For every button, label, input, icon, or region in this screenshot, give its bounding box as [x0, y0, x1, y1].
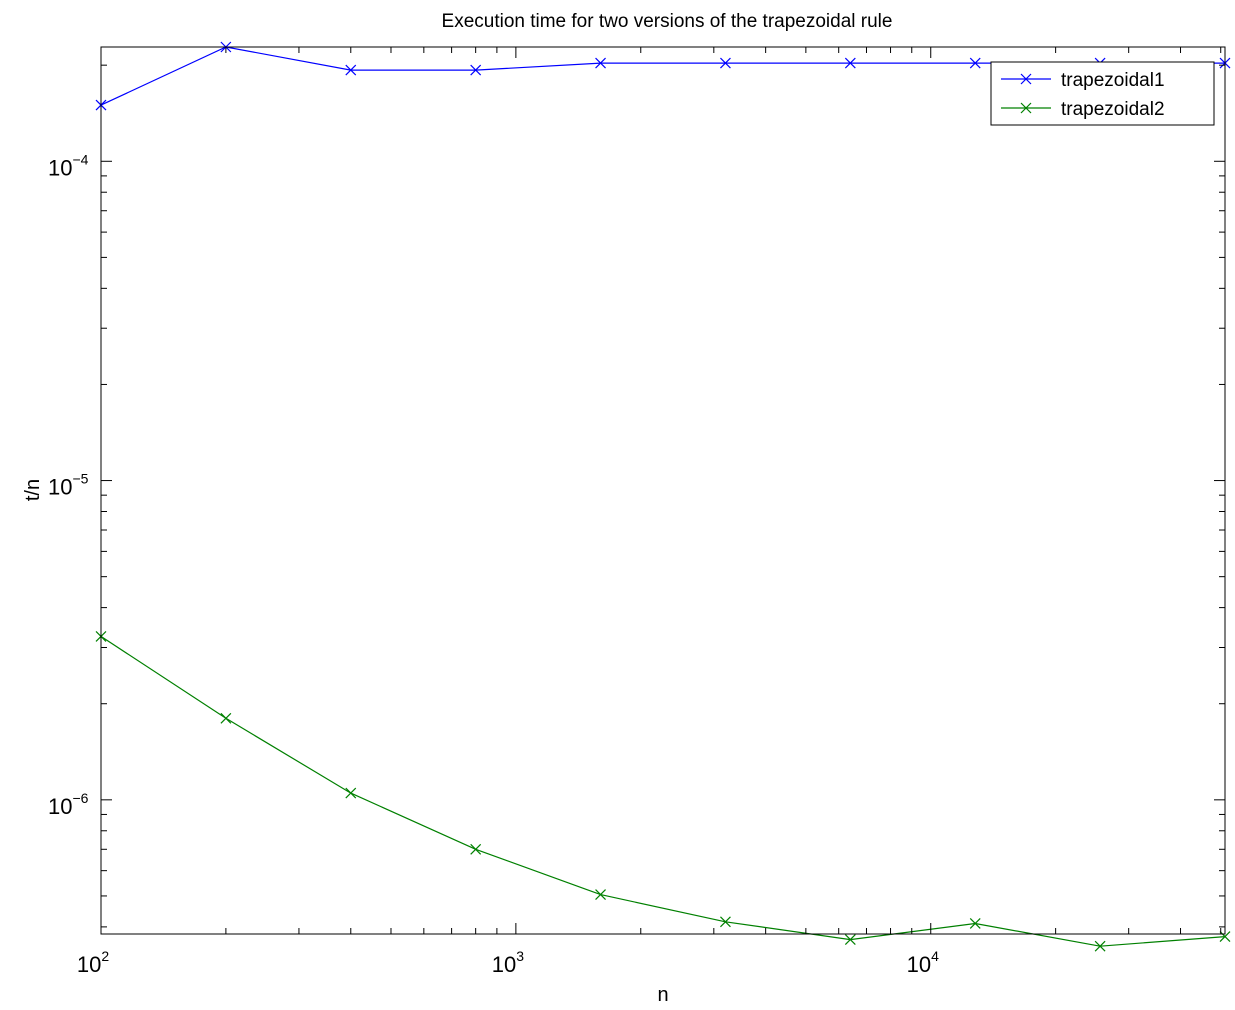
y-tick-label: 10−6: [48, 790, 89, 819]
legend-item: trapezoidal2: [1001, 99, 1165, 120]
data-point-marker: [720, 916, 731, 928]
data-point-marker: [470, 843, 482, 855]
series-line-trapezoidal2: [100, 635, 1226, 947]
legend-label: trapezoidal1: [1061, 70, 1165, 91]
axes-frame: [100, 46, 1226, 935]
x-tick-label: 102: [77, 948, 109, 977]
data-point-marker: [220, 712, 232, 724]
data-point-marker: [345, 64, 357, 76]
data-point-marker: [470, 64, 482, 76]
legend-box: [990, 61, 1215, 126]
x-tick-label: 103: [492, 948, 524, 977]
data-point-marker: [969, 57, 981, 69]
data-point-marker: [345, 787, 357, 799]
legend: trapezoidal1 trapezoidal2: [990, 61, 1215, 126]
data-point-marker: [844, 934, 856, 946]
x-tick-label: 104: [907, 948, 939, 977]
data-point-marker: [595, 889, 606, 900]
data-point-marker: [844, 57, 856, 69]
chart-title: Execution time for two versions of the t…: [442, 11, 893, 32]
legend-label: trapezoidal2: [1061, 99, 1165, 120]
legend-item: trapezoidal1: [1001, 70, 1165, 91]
data-point-marker: [969, 918, 981, 929]
y-tick-label: 10−4: [48, 151, 89, 180]
y-tick-label: 10−5: [48, 471, 89, 500]
data-point-marker: [1094, 940, 1106, 952]
data-point-marker: [595, 57, 606, 69]
x-axis-label: n: [657, 984, 668, 1006]
y-axis-label: t/n: [22, 479, 44, 501]
data-point-marker: [720, 57, 731, 69]
data-point-marker: [1219, 931, 1231, 943]
